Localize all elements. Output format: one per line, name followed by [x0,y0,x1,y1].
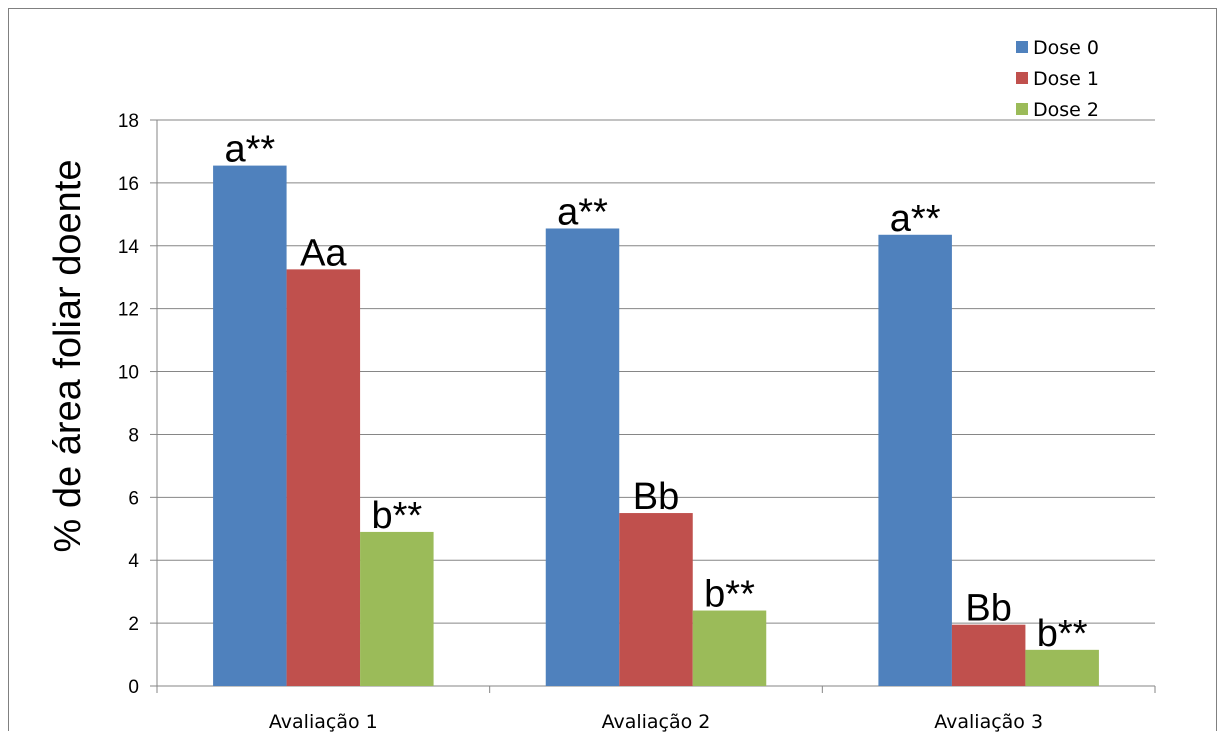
bar [1025,649,1099,686]
x-tick-label: Avaliação 3 [934,711,1043,733]
legend-label: Dose 1 [1033,68,1099,90]
data-label: Aa [300,232,347,274]
legend-label: Dose 0 [1033,37,1099,59]
y-axis-title: % de área foliar doente [47,160,89,553]
bar [286,269,361,686]
y-tick-label: 4 [128,551,139,572]
y-tick-label: 10 [118,363,139,384]
data-label: b** [371,495,422,537]
legend-swatch [1016,41,1028,53]
x-tick-label: Avaliação 2 [602,711,711,733]
y-tick-label: 0 [128,677,139,698]
bar [692,610,767,686]
data-label: a** [557,191,608,233]
y-tick-label: 14 [118,237,140,258]
y-tick-label: 16 [118,174,139,195]
legend-label: Dose 2 [1033,99,1099,121]
y-tick-label: 8 [128,425,139,446]
bar [951,624,1026,686]
data-label: b** [704,574,755,616]
y-tick-label: 12 [118,300,139,321]
y-tick-label: 6 [128,488,139,509]
x-tick-label: Avaliação 1 [269,711,378,733]
data-label: a** [890,198,941,240]
data-label: b** [1037,613,1088,655]
data-label: Bb [965,588,1011,630]
y-tick-label: 18 [118,111,139,132]
data-label: a** [224,129,275,171]
y-tick-label: 2 [128,614,139,635]
bar [213,165,287,686]
legend-swatch [1016,103,1028,115]
data-label: Bb [633,476,679,518]
bar [360,531,434,686]
bar [878,234,952,686]
bar [619,513,693,686]
bar [545,228,620,686]
legend-swatch [1016,72,1028,84]
